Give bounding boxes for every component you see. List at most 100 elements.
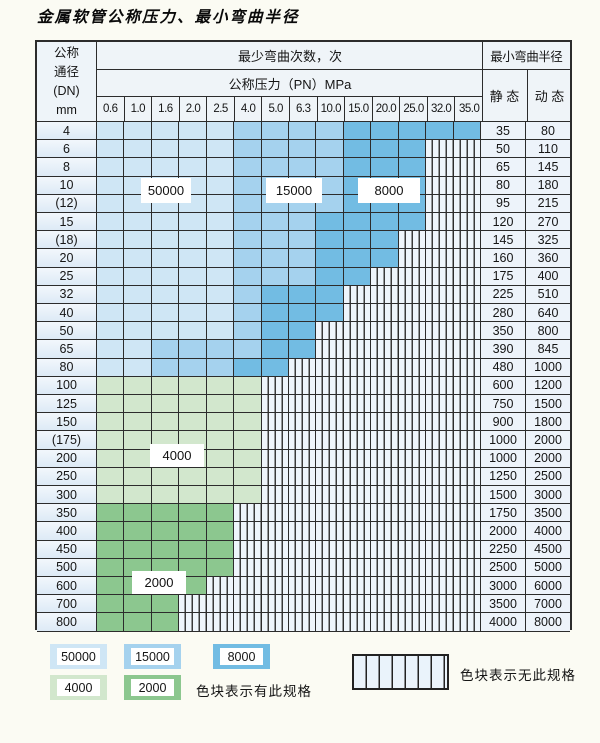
static-cell: 2000 <box>481 522 526 541</box>
zone-cell-X <box>371 413 399 432</box>
dn-cell: 125 <box>37 395 97 414</box>
zone-cell-X <box>371 395 399 414</box>
static-cell: 3000 <box>481 577 526 596</box>
static-cell: 65 <box>481 158 526 177</box>
zone-cell-G4 <box>151 467 180 487</box>
zone-cell-M <box>289 158 317 177</box>
dynamic-cell: 215 <box>526 194 570 214</box>
table-row: 8 65 145 <box>37 158 570 177</box>
zone-cell-D <box>343 140 372 159</box>
static-cell: 80 <box>481 176 526 195</box>
zone-cell-X <box>316 322 344 341</box>
zone-cell-L <box>206 194 235 214</box>
zone-cell-X <box>453 194 481 214</box>
legend-unavailable-note: 色块表示无此规格 <box>460 668 576 683</box>
zone-cell-X <box>343 340 372 359</box>
dynamic-cell: 3500 <box>526 504 570 523</box>
zone-cell-X <box>289 558 317 578</box>
zone-cell-G2 <box>179 558 207 578</box>
dn-cell: 25 <box>37 267 97 286</box>
zone-cell-L <box>206 231 235 250</box>
zone-cell-X <box>453 395 481 414</box>
zone-cell-X <box>343 540 372 559</box>
header-pressure-value: 20.0 <box>372 97 401 122</box>
dynamic-cell: 1200 <box>526 376 570 396</box>
static-cell: 95 <box>481 194 526 214</box>
zone-cell-G2 <box>97 540 125 559</box>
zone-cell-L <box>151 322 180 341</box>
zone-cell-L <box>124 249 152 268</box>
zone-cell-G4 <box>97 449 125 468</box>
zone-cell-G4 <box>124 449 152 468</box>
zone-cell-X <box>426 431 454 450</box>
zone-cell-D <box>261 285 289 305</box>
table-row: 6 50 110 <box>37 140 570 159</box>
static-cell: 750 <box>481 395 526 414</box>
header-pressure-value: 0.6 <box>97 97 125 122</box>
zone-cell-G2 <box>179 577 207 596</box>
zone-cell-D <box>371 213 399 232</box>
zone-cell-M <box>234 176 262 195</box>
zone-cell-X <box>371 304 399 323</box>
zone-cell-X <box>234 504 262 523</box>
zone-cell-M <box>234 340 262 359</box>
static-cell: 1250 <box>481 467 526 487</box>
zone-cell-L <box>97 140 125 159</box>
zone-cell-X <box>398 595 427 614</box>
table-row: 400 2000 4000 <box>37 522 570 541</box>
static-cell: 280 <box>481 304 526 323</box>
zone-cell-M <box>206 340 235 359</box>
dynamic-cell: 110 <box>526 140 570 159</box>
zone-cell-X <box>316 376 344 396</box>
table-row: 500 2500 5000 <box>37 558 570 578</box>
zone-cell-M <box>289 231 317 250</box>
zone-cell-M <box>151 340 180 359</box>
dn-cell: (175) <box>37 431 97 450</box>
zone-cell-L <box>97 304 125 323</box>
zone-cell-L <box>206 322 235 341</box>
dynamic-cell: 2000 <box>526 449 570 468</box>
dn-cell: 600 <box>37 577 97 596</box>
zone-cell-X <box>261 467 289 487</box>
zone-cell-X <box>371 285 399 305</box>
dynamic-cell: 510 <box>526 285 570 305</box>
zone-cell-D <box>371 122 399 141</box>
zone-cell-X <box>261 376 289 396</box>
zone-label-2000: 2000 <box>132 571 186 594</box>
zone-cell-G4 <box>124 395 152 414</box>
dn-cell: 65 <box>37 340 97 359</box>
zone-cell-G2 <box>97 522 125 541</box>
zone-cell-X <box>316 449 344 468</box>
zone-cell-L <box>179 249 207 268</box>
zone-cell-G2 <box>97 577 125 596</box>
zone-cell-X <box>398 304 427 323</box>
zone-cell-D <box>453 122 481 141</box>
zone-cell-G2 <box>151 595 180 614</box>
zone-cell-G4 <box>179 376 207 396</box>
zone-cell-L <box>206 140 235 159</box>
zone-cell-G2 <box>97 595 125 614</box>
zone-cell-G2 <box>206 522 235 541</box>
zone-cell-L <box>124 122 152 141</box>
zone-cell-X <box>316 395 344 414</box>
header-pressure-value: 2.5 <box>207 97 235 122</box>
zone-cell-X <box>289 413 317 432</box>
zone-cell-G2 <box>179 522 207 541</box>
zone-cell-X <box>261 395 289 414</box>
dn-cell: 80 <box>37 358 97 377</box>
header-pressure-value: 5.0 <box>262 97 290 122</box>
zone-cell-G4 <box>234 449 262 468</box>
static-cell: 2250 <box>481 540 526 559</box>
zone-cell-X <box>316 595 344 614</box>
header-static: 静 态 <box>482 70 528 122</box>
header-pressure-value: 25.0 <box>400 97 428 122</box>
header-dn-line: 公称 <box>53 45 79 60</box>
header-pressure-value: 1.0 <box>124 97 153 122</box>
table-row: 800 4000 8000 <box>37 613 570 632</box>
zone-cell-M <box>234 267 262 286</box>
zone-cell-X <box>316 504 344 523</box>
zone-cell-G4 <box>234 486 262 505</box>
table-row: 150 900 1800 <box>37 413 570 432</box>
zone-cell-X <box>453 595 481 614</box>
zone-cell-G4 <box>179 395 207 414</box>
